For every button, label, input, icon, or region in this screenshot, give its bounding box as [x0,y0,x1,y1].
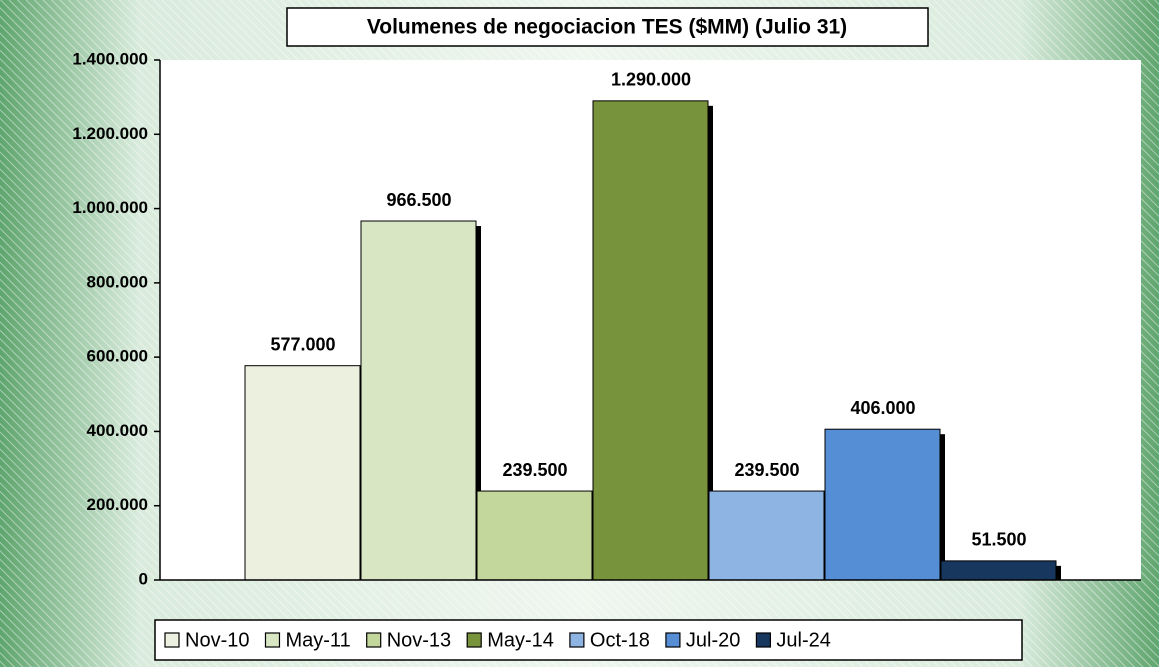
value-label: 239.500 [502,460,567,480]
value-label: 966.500 [386,190,451,210]
chart-title: Volumenes de negociacion TES ($MM) (Juli… [367,16,847,39]
bar [940,560,1057,581]
legend-swatch [164,632,180,648]
title-box [286,7,929,47]
legend-label: Jul-24 [776,629,830,651]
legend-label: May-14 [487,629,554,651]
legend-box [154,619,1023,661]
y-tick-label: 600.000 [87,347,148,366]
bar [708,490,825,581]
value-label: 51.500 [971,530,1026,550]
legend-label: Jul-20 [686,629,740,651]
bar [824,428,941,581]
bar [360,220,477,581]
y-tick-label: 400.000 [87,421,148,440]
legend-label: May-11 [285,629,350,651]
legend-label: Nov-10 [185,629,249,651]
legend-swatch [755,632,772,648]
value-label: 239.500 [734,460,799,480]
value-label: 577.000 [270,334,335,354]
legend-swatch [366,632,382,648]
y-tick-label: 1.400.000 [72,49,148,68]
legend-swatch [665,632,681,648]
y-tick-label: 0 [139,569,148,588]
legend-swatch [466,632,482,648]
y-tick-label: 1.000.000 [72,198,148,217]
bar [592,100,709,581]
y-tick-label: 200.000 [87,495,148,514]
legend-label: Nov-13 [387,629,451,651]
bar [244,365,361,581]
y-tick-label: 800.000 [87,272,148,291]
legend-swatch [264,632,281,648]
y-tick-label: 1.200.000 [72,124,148,143]
bar [476,490,593,581]
value-label: 1.290.000 [611,70,691,90]
legend-swatch [569,632,585,648]
legend-label: Oct-18 [590,629,650,651]
value-label: 406.000 [850,398,915,418]
